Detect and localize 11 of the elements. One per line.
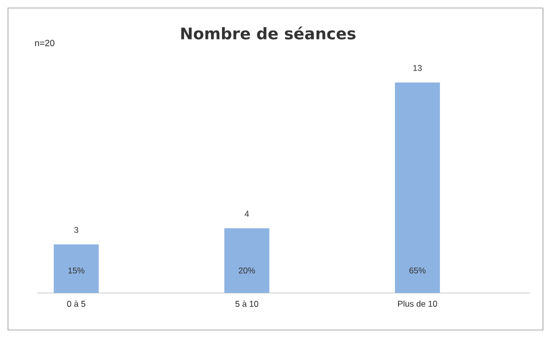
data-label: 4 <box>244 210 249 217</box>
x-tick-label: 5 à 10 <box>235 300 258 307</box>
annotation: 20% <box>238 267 256 274</box>
data-label: 13 <box>413 64 422 71</box>
x-tick-label: 0 à 5 <box>67 300 86 307</box>
annotation: 15% <box>68 268 84 274</box>
text: n=20 <box>35 40 54 46</box>
data-label: 3 <box>74 226 78 233</box>
annotation: 65% <box>409 267 426 274</box>
chart-title: Nombre de séances <box>181 26 356 40</box>
x-tick-label: Plus de 10 <box>398 300 438 307</box>
